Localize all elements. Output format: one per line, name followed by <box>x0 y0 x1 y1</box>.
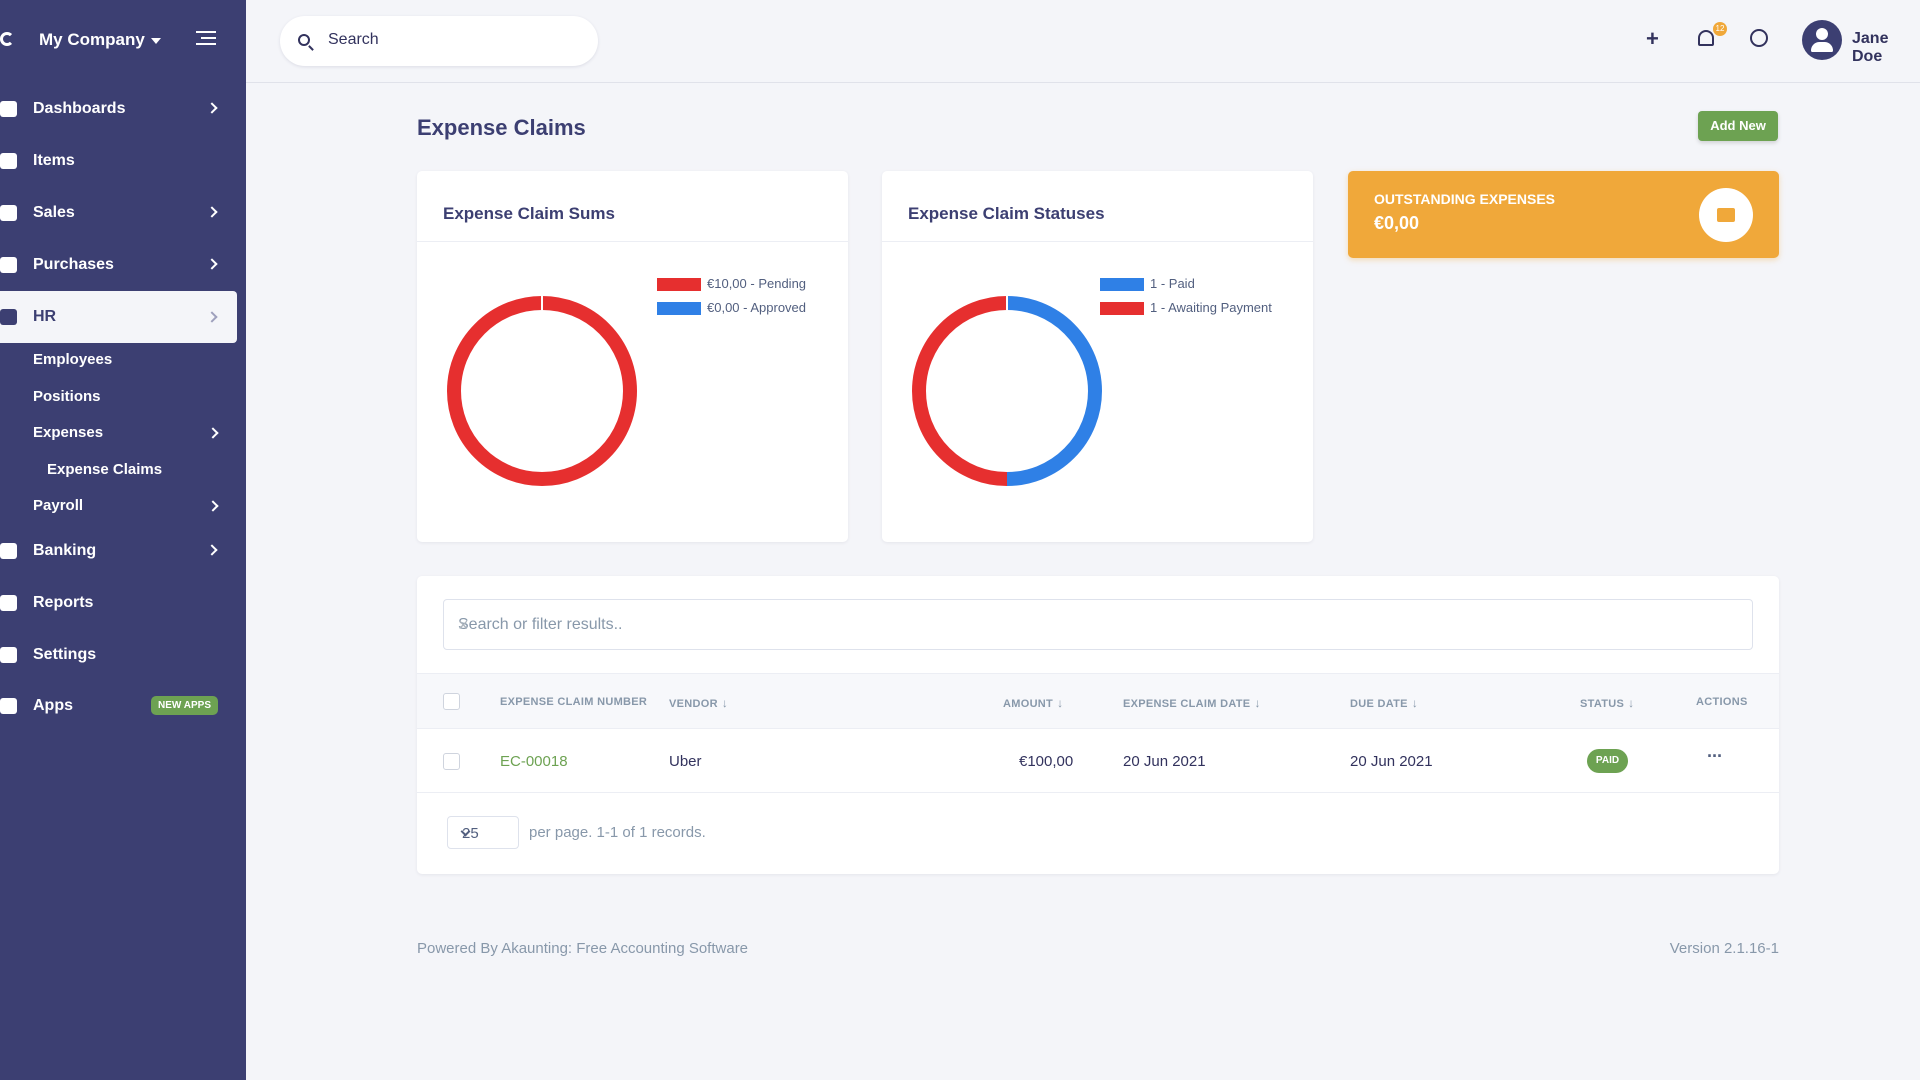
cart-icon <box>0 257 17 273</box>
sidebar-item-items[interactable]: Items <box>0 141 246 181</box>
sort-arrow-icon: ↓ <box>1254 696 1261 710</box>
dashboard-icon <box>0 101 17 117</box>
sidebar: My Company Dashboards Items Sales Purcha… <box>0 0 246 1080</box>
expense-claim-sums-card: Expense Claim Sums €10,00 - Pending €0,0… <box>417 171 848 542</box>
chevron-right-icon <box>207 427 219 439</box>
bell-icon[interactable] <box>1698 30 1714 46</box>
sidebar-subitem-payroll[interactable]: Payroll <box>33 497 219 514</box>
col-amount[interactable]: AMOUNT ↓ <box>1003 696 1064 710</box>
legend-swatch <box>1100 278 1144 291</box>
col-number[interactable]: EXPENSE CLAIM NUMBER <box>500 696 648 708</box>
money-icon <box>0 205 17 221</box>
col-status[interactable]: STATUS ↓ <box>1580 696 1635 710</box>
sidebar-subitem-expense-claims[interactable]: Expense Claims <box>47 461 163 478</box>
sort-arrow-icon: ↓ <box>1628 696 1635 710</box>
chevron-right-icon <box>207 500 219 512</box>
footer-powered-by[interactable]: Powered By Akaunting: Free Accounting So… <box>417 940 749 957</box>
cube-icon <box>0 153 17 169</box>
sidebar-subitem-positions[interactable]: Positions <box>33 388 101 405</box>
briefcase-icon <box>0 543 17 559</box>
chevron-right-icon <box>206 544 218 556</box>
col-vendor[interactable]: VENDOR ↓ <box>669 696 729 710</box>
topbar: Search + 12 Jane Doe <box>246 0 1920 83</box>
kpi-label: OUTSTANDING EXPENSES <box>1374 191 1555 207</box>
page-title: Expense Claims <box>417 115 586 140</box>
more-actions-icon[interactable]: ··· <box>1707 746 1723 766</box>
company-name[interactable]: My Company <box>39 30 161 50</box>
caret-down-icon <box>150 37 161 44</box>
filter-search-input[interactable]: Search or filter results.. × <box>443 599 1753 650</box>
claim-date-cell: 20 Jun 2021 <box>1123 753 1206 770</box>
col-claim-date[interactable]: EXPENSE CLAIM DATE ↓ <box>1123 696 1261 710</box>
menu-toggle-icon[interactable] <box>196 31 216 49</box>
sidebar-item-hr[interactable]: HR <box>0 291 237 343</box>
donut-slice-0[interactable] <box>447 296 637 486</box>
expense-claim-statuses-card: Expense Claim Statuses 1 - Paid 1 - Awai… <box>882 171 1313 542</box>
col-actions: ACTIONS <box>1696 696 1748 708</box>
legend-swatch <box>1100 302 1144 315</box>
statuses-donut-chart <box>912 296 1102 486</box>
chevron-right-icon <box>206 311 218 323</box>
chevron-right-icon <box>206 206 218 218</box>
vendor-cell: Uber <box>669 753 702 770</box>
per-page-select[interactable]: 25 <box>447 816 519 849</box>
sums-donut-chart <box>447 296 637 486</box>
sort-arrow-icon: ↓ <box>1057 696 1064 710</box>
sidebar-subitem-expenses[interactable]: Expenses <box>33 424 219 441</box>
card-title: Expense Claim Statuses <box>908 204 1105 223</box>
company-switcher[interactable]: My Company <box>0 28 246 54</box>
chevron-right-icon <box>206 258 218 270</box>
donut-slice-0[interactable] <box>1006 296 1102 486</box>
sidebar-item-settings[interactable]: Settings <box>0 635 246 675</box>
amount-cell: €100,00 <box>1019 753 1074 770</box>
search-input[interactable]: Search <box>328 31 379 48</box>
search-icon <box>298 34 310 46</box>
sort-arrow-icon: ↓ <box>1411 696 1419 710</box>
select-all-checkbox[interactable] <box>443 693 460 710</box>
logo-icon <box>0 32 14 46</box>
user-name[interactable]: Jane Doe <box>1852 30 1889 65</box>
sort-arrow-icon: ↓ <box>721 696 729 710</box>
kpi-value: €0,00 <box>1374 213 1420 233</box>
sidebar-item-banking[interactable]: Banking <box>0 531 246 571</box>
rocket-icon <box>0 698 17 714</box>
sidebar-subitem-employees[interactable]: Employees <box>33 351 113 368</box>
pagination-info: per page. 1-1 of 1 records. <box>529 824 706 841</box>
gear-icon <box>0 647 17 663</box>
legend-swatch <box>657 278 701 291</box>
table-header: EXPENSE CLAIM NUMBER VENDOR ↓ AMOUNT ↓ EXP… <box>417 673 1779 729</box>
claim-number-link[interactable]: EC-00018 <box>500 753 568 770</box>
globe-icon[interactable] <box>1750 29 1768 47</box>
sidebar-item-reports[interactable]: Reports <box>0 583 246 623</box>
status-badge: PAID <box>1587 749 1628 773</box>
suitcase-icon <box>1699 188 1753 242</box>
notification-count-badge: 12 <box>1713 22 1727 36</box>
add-new-button[interactable]: Add New <box>1698 111 1778 141</box>
chart-pie-icon <box>0 595 17 611</box>
avatar[interactable] <box>1802 20 1842 60</box>
sidebar-item-apps[interactable]: Apps NEW APPS <box>0 686 246 726</box>
add-icon[interactable]: + <box>1646 26 1659 51</box>
users-icon <box>0 309 17 325</box>
table-row[interactable]: EC-00018 Uber €100,00 20 Jun 2021 20 Jun… <box>417 729 1779 793</box>
divider <box>417 241 848 242</box>
clear-filter-icon[interactable]: × <box>458 615 469 635</box>
search-box[interactable]: Search <box>280 16 598 66</box>
legend-swatch <box>657 302 701 315</box>
chevron-right-icon <box>206 102 218 114</box>
row-checkbox[interactable] <box>443 753 460 770</box>
donut-slice-1[interactable] <box>912 296 1008 486</box>
expense-claims-table-card: Search or filter results.. × EXPENSE CLA… <box>417 576 1779 874</box>
due-date-cell: 20 Jun 2021 <box>1350 753 1433 770</box>
col-due-date[interactable]: DUE DATE ↓ <box>1350 696 1419 710</box>
outstanding-expenses-card: OUTSTANDING EXPENSES €0,00 <box>1348 171 1779 258</box>
sidebar-item-dashboards[interactable]: Dashboards <box>0 89 246 129</box>
sidebar-item-sales[interactable]: Sales <box>0 193 246 233</box>
card-title: Expense Claim Sums <box>443 204 615 223</box>
new-apps-badge: NEW APPS <box>151 696 218 715</box>
divider <box>882 241 1313 242</box>
sidebar-item-purchases[interactable]: Purchases <box>0 245 246 285</box>
footer-version: Version 2.1.16-1 <box>1669 940 1779 957</box>
